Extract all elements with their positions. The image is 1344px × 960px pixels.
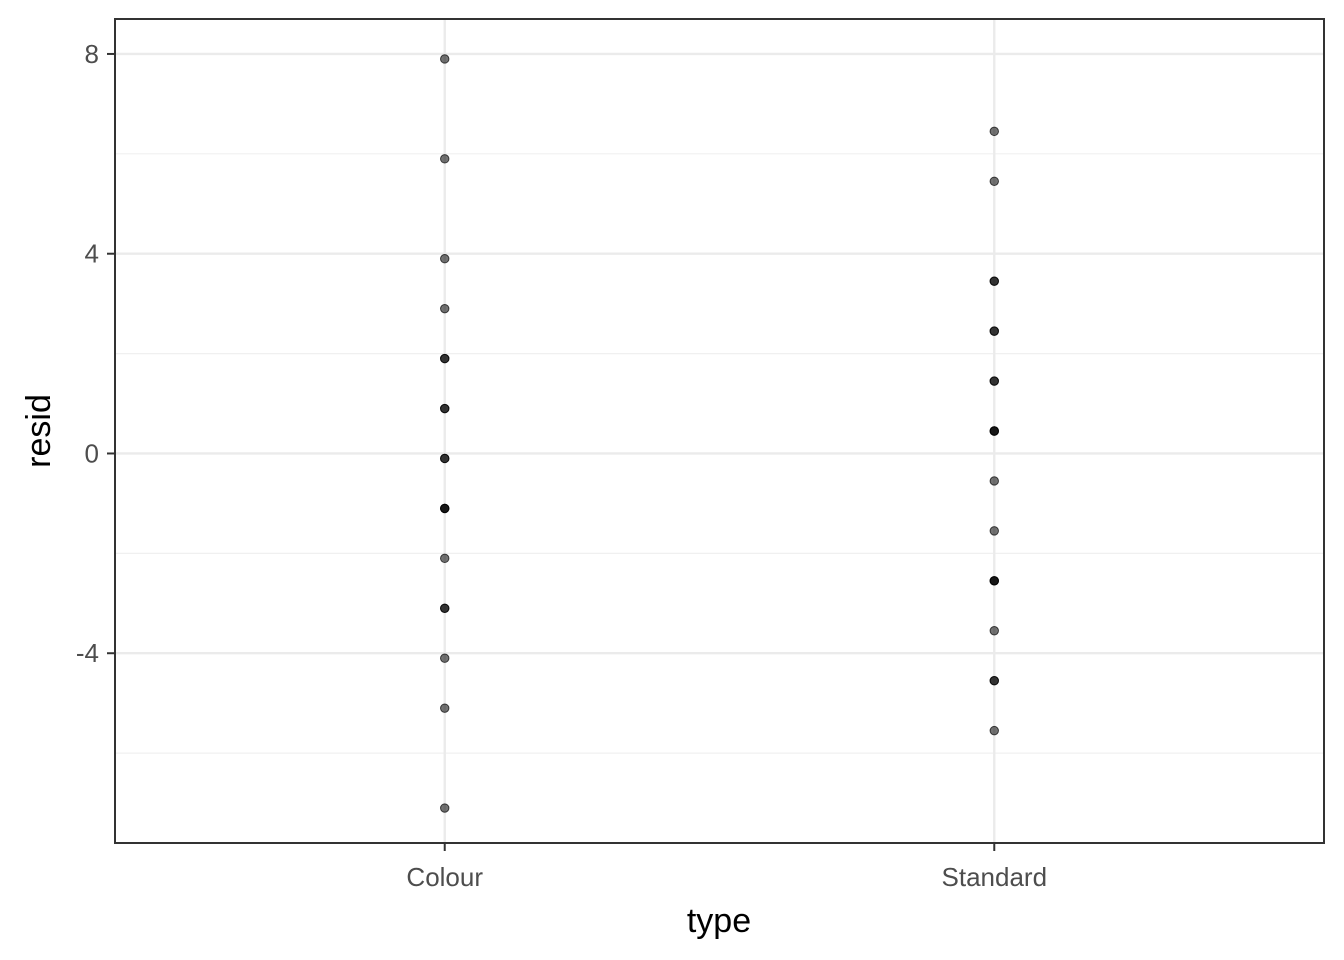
data-point	[440, 703, 450, 713]
x-axis: Colour Standard	[406, 843, 1047, 892]
data-point	[989, 576, 999, 586]
data-point	[989, 176, 999, 187]
data-point	[440, 403, 450, 414]
plot-background	[115, 19, 1324, 843]
data-point	[989, 626, 999, 636]
data-point	[440, 303, 450, 314]
data-point	[989, 426, 999, 436]
y-axis: -4 0 4 8	[76, 39, 115, 668]
data-point	[989, 526, 999, 536]
data-point	[440, 254, 450, 264]
y-tick-label: 0	[85, 438, 99, 468]
data-point	[440, 154, 450, 164]
minor-gridlines	[115, 153, 1324, 754]
data-point	[989, 476, 999, 486]
x-tick-label: Colour	[406, 862, 483, 892]
data-point	[440, 353, 450, 364]
data-point	[440, 453, 450, 464]
data-point	[440, 503, 450, 514]
data-point	[989, 126, 999, 137]
data-point	[440, 603, 450, 613]
data-point	[989, 725, 999, 736]
plot-border	[114, 18, 1325, 844]
x-tick-label: Standard	[942, 862, 1048, 892]
data-point	[989, 326, 999, 336]
x-axis-title: type	[687, 902, 751, 940]
data-point	[989, 276, 999, 286]
data-points	[440, 54, 999, 813]
data-point	[989, 675, 999, 686]
y-tick-label: 4	[85, 239, 99, 269]
data-point	[989, 376, 999, 386]
data-point	[440, 54, 450, 64]
data-point	[440, 553, 450, 564]
data-point	[440, 653, 450, 663]
y-tick-label: 8	[85, 39, 99, 69]
data-point	[440, 803, 450, 813]
y-tick-label: -4	[76, 638, 99, 668]
y-axis-title: resid	[20, 394, 58, 468]
